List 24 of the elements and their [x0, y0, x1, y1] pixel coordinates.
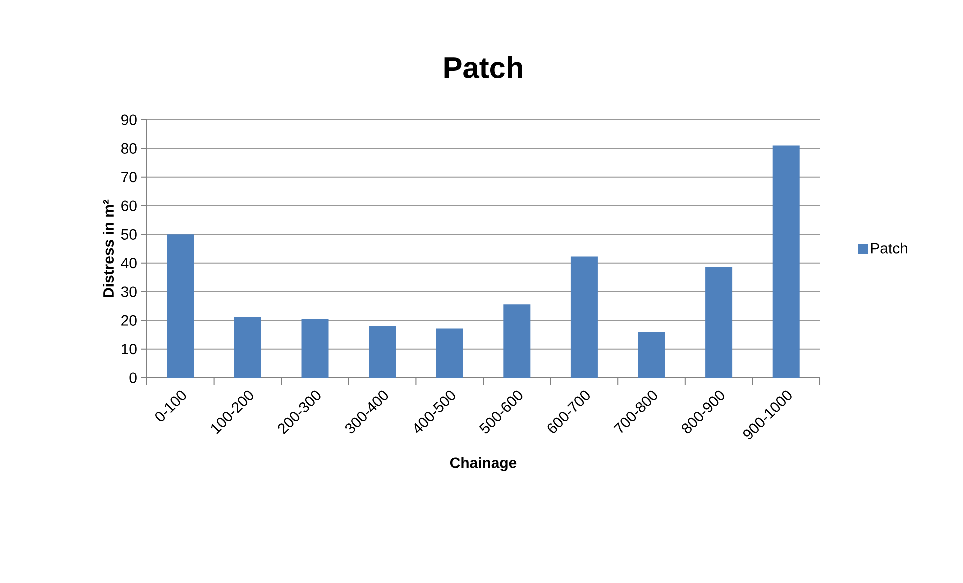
y-tick-label: 90	[122, 114, 137, 126]
y-tick-label: 40	[121, 258, 137, 269]
y-tick-label: 20	[122, 315, 137, 326]
bar	[436, 328, 464, 378]
y-axis-title: Distress in m²	[103, 200, 114, 298]
y-tick-label: 70	[122, 172, 137, 183]
y-tick-label: 10	[122, 344, 137, 355]
bar	[234, 318, 262, 378]
chart-title: Patch	[444, 56, 522, 79]
bar	[369, 326, 396, 378]
bar	[302, 320, 329, 378]
y-tick-label: 80	[122, 143, 137, 154]
bar	[504, 304, 531, 378]
bar	[706, 267, 733, 378]
x-axis-title: Chainage	[450, 457, 517, 472]
y-tick-label: 60	[122, 200, 137, 212]
y-tick-label: 0	[130, 372, 137, 384]
bar	[167, 234, 194, 378]
y-tick-label: 30	[121, 286, 137, 298]
bar	[638, 332, 666, 378]
bar	[570, 256, 598, 378]
y-tick-label: 50	[121, 229, 137, 240]
legend-label: Patch	[871, 242, 908, 254]
bar	[772, 146, 800, 378]
